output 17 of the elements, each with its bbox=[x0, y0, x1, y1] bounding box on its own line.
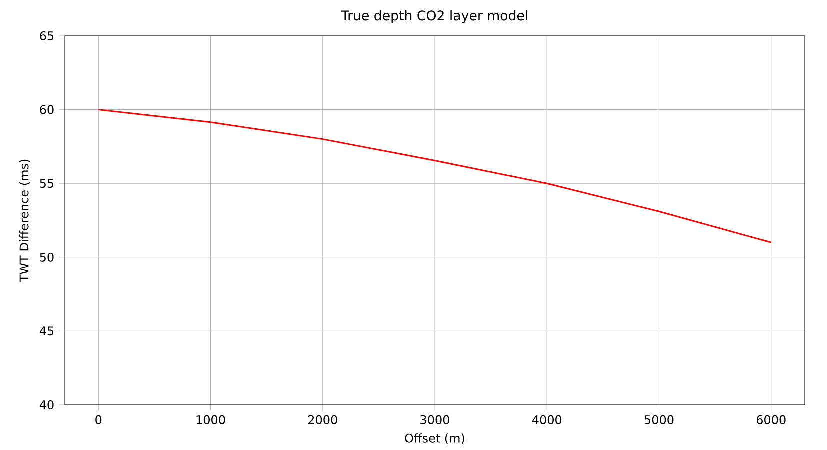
y-tick-label: 50 bbox=[40, 252, 54, 262]
y-tick-label: 65 bbox=[40, 31, 54, 41]
y-tick-label: 55 bbox=[40, 179, 54, 188]
y-tick-label: 60 bbox=[40, 105, 54, 114]
x-tick-label: 0 bbox=[96, 415, 102, 424]
x-axis-title: Offset (m) bbox=[405, 434, 464, 444]
x-tick-label: 1000 bbox=[196, 415, 226, 424]
line-series bbox=[98, 109, 772, 244]
y-tick-label: 45 bbox=[40, 326, 54, 336]
chart-title: True depth CO2 layer model bbox=[341, 10, 528, 24]
x-tick-label: 3000 bbox=[420, 415, 450, 424]
y-axis-title: TWT Difference (ms) bbox=[19, 160, 30, 282]
y-tick-label: 40 bbox=[40, 400, 54, 410]
x-tick-label: 5000 bbox=[644, 415, 674, 424]
x-tick-label: 2000 bbox=[308, 415, 338, 424]
x-tick-label: 4000 bbox=[532, 415, 562, 424]
x-tick-label: 6000 bbox=[756, 415, 786, 424]
